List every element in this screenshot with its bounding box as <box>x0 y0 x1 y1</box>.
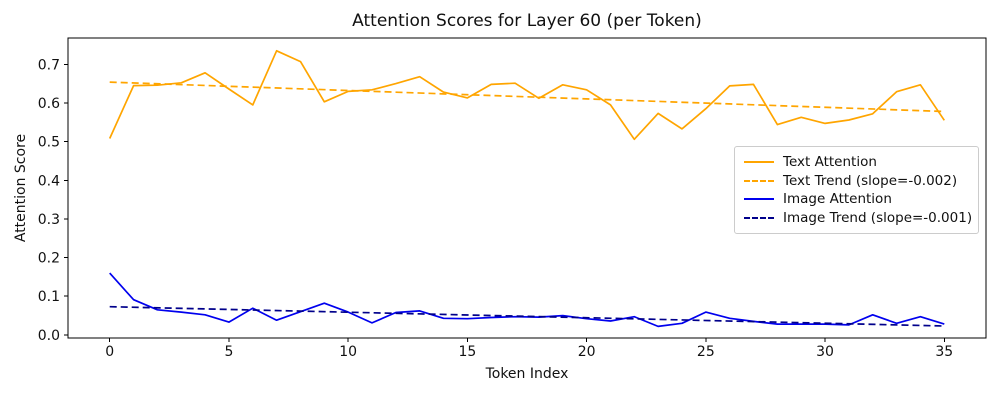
image-trend-line-sample <box>744 216 774 219</box>
series-line-text-trend-slope <box>109 81 945 113</box>
legend-item: Text Trend (slope=-0.002) <box>744 172 969 190</box>
y-tick-label: 0.4 <box>38 173 60 189</box>
legend-label: Image Attention <box>783 191 892 208</box>
x-tick-label: 25 <box>697 344 715 360</box>
x-tick-label: 10 <box>339 344 357 360</box>
legend-item: Image Attention <box>744 190 969 208</box>
chart-title: Attention Scores for Layer 60 (per Token… <box>352 11 702 31</box>
legend-item: Text Attention <box>744 153 969 171</box>
legend-label: Text Attention <box>783 154 877 170</box>
legend-label: Image Trend (slope=-0.001) <box>783 209 973 226</box>
text-trend-line-sample <box>744 179 774 182</box>
y-tick-label: 0.5 <box>38 135 60 151</box>
x-tick-label: 0 <box>105 344 114 360</box>
y-tick-label: 0.2 <box>38 251 60 267</box>
legend-label: Text Trend (slope=-0.002) <box>783 172 958 189</box>
x-tick-label: 30 <box>816 344 834 360</box>
legend: Text Attention Text Trend (slope=-0.002)… <box>734 146 979 234</box>
x-tick-label: 5 <box>224 344 233 360</box>
legend-item: Image Trend (slope=-0.001) <box>744 209 973 227</box>
x-tick-label: 20 <box>578 344 596 360</box>
series-line-image-attention <box>109 272 945 328</box>
x-axis-label: Token Index <box>485 366 569 382</box>
series-line-image-trend-slope <box>109 305 945 327</box>
x-tick-label: 15 <box>458 344 476 360</box>
image-attention-line-sample <box>744 198 774 201</box>
y-tick-label: 0.1 <box>38 289 60 305</box>
y-axis-label: Attention Score <box>13 133 29 243</box>
y-tick-label: 0.0 <box>38 328 60 344</box>
y-tick-label: 0.6 <box>38 96 60 112</box>
x-tick-label: 35 <box>935 344 953 360</box>
text-attention-line-sample <box>744 161 774 163</box>
series-line-text-attention <box>108 49 946 141</box>
y-tick-label: 0.7 <box>38 57 60 73</box>
y-tick-label: 0.3 <box>38 212 60 228</box>
